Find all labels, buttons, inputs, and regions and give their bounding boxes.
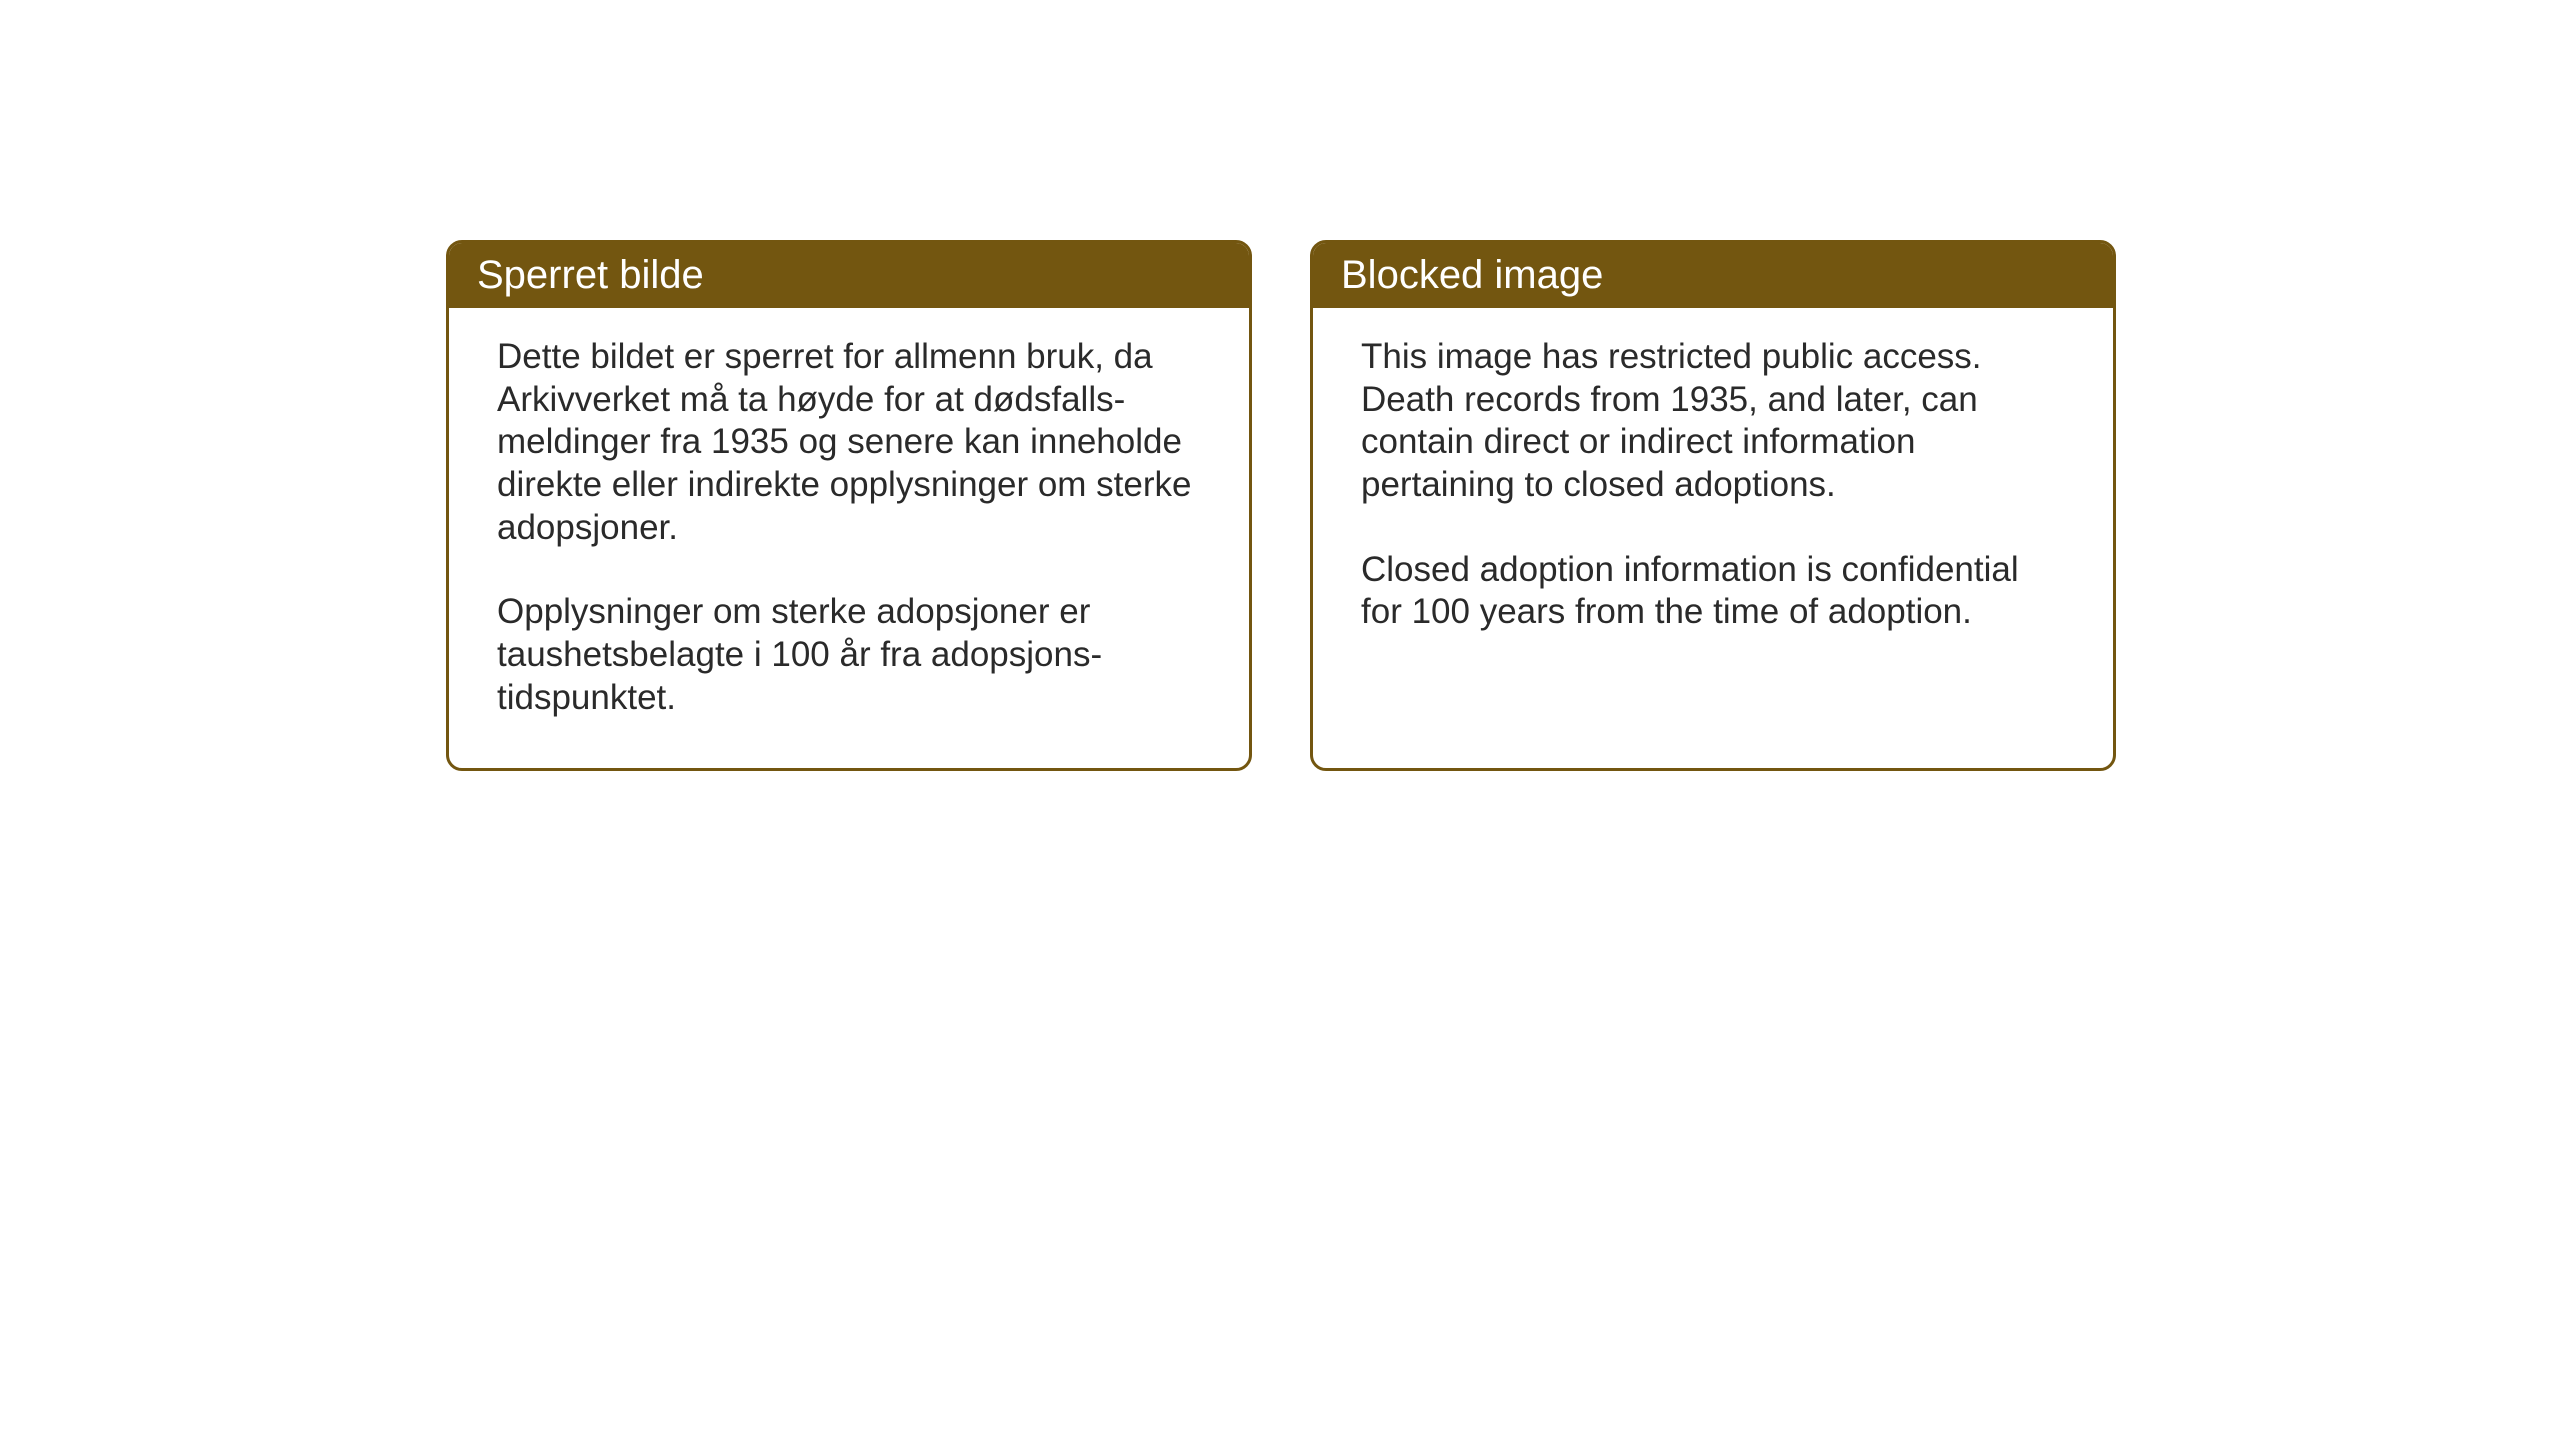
cards-container: Sperret bilde Dette bildet er sperret fo… (446, 240, 2116, 771)
card-body-norwegian: Dette bildet er sperret for allmenn bruk… (449, 308, 1249, 768)
card-paragraph-1-english: This image has restricted public access.… (1361, 336, 2065, 507)
blocked-image-card-norwegian: Sperret bilde Dette bildet er sperret fo… (446, 240, 1252, 771)
card-title-norwegian: Sperret bilde (477, 253, 704, 297)
card-header-norwegian: Sperret bilde (449, 243, 1249, 308)
card-header-english: Blocked image (1313, 243, 2113, 308)
card-paragraph-2-english: Closed adoption information is confident… (1361, 549, 2065, 634)
card-paragraph-2-norwegian: Opplysninger om sterke adopsjoner er tau… (497, 591, 1201, 719)
blocked-image-card-english: Blocked image This image has restricted … (1310, 240, 2116, 771)
card-body-english: This image has restricted public access.… (1313, 308, 2113, 682)
card-paragraph-1-norwegian: Dette bildet er sperret for allmenn bruk… (497, 336, 1201, 549)
card-title-english: Blocked image (1341, 253, 1603, 297)
